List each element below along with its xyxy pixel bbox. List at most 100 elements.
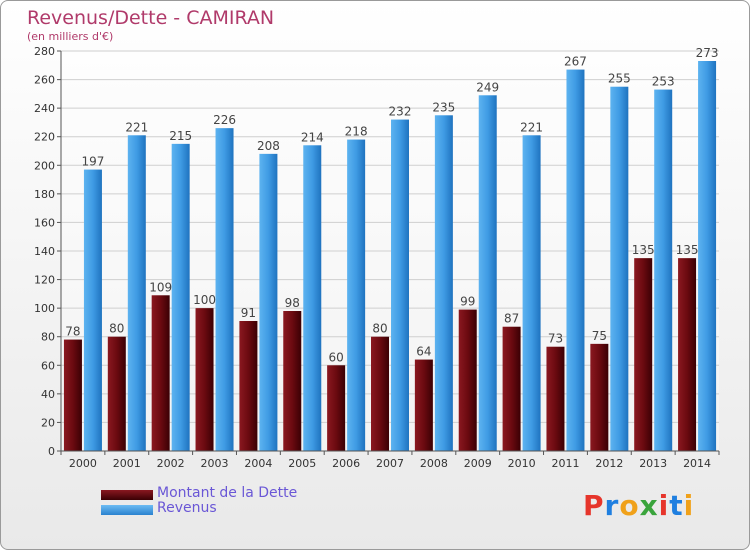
y-tick-label: 60 bbox=[41, 359, 55, 372]
bar-revenue bbox=[391, 119, 409, 452]
bar-debt bbox=[590, 343, 609, 451]
bar-revenue bbox=[522, 135, 541, 452]
bar-debt bbox=[239, 321, 258, 451]
data-label: 255 bbox=[608, 72, 631, 86]
x-tick-label: 2012 bbox=[595, 457, 623, 470]
x-tick-label: 2010 bbox=[508, 457, 536, 470]
x-tick-label: 2001 bbox=[113, 457, 141, 470]
data-label: 221 bbox=[520, 120, 543, 134]
logo-letter: P bbox=[583, 489, 605, 522]
bar-debt bbox=[151, 295, 170, 451]
data-label: 73 bbox=[548, 332, 563, 346]
y-tick-label: 240 bbox=[34, 102, 55, 115]
data-label: 99 bbox=[460, 295, 475, 309]
bar-debt bbox=[283, 311, 302, 451]
x-tick-label: 2002 bbox=[157, 457, 185, 470]
bar-revenue bbox=[215, 128, 234, 451]
y-tick-label: 140 bbox=[34, 245, 55, 258]
chart-title: Revenus/Dette - CAMIRAN bbox=[27, 7, 275, 29]
data-label: 75 bbox=[592, 329, 607, 343]
data-label: 214 bbox=[301, 130, 324, 144]
y-tick-label: 260 bbox=[34, 74, 55, 87]
bar-debt bbox=[327, 365, 346, 451]
x-tick-label: 2004 bbox=[244, 457, 272, 470]
chart-subtitle: (en milliers d'€) bbox=[27, 30, 114, 43]
data-label: 221 bbox=[125, 120, 148, 134]
logo-letter: o bbox=[619, 489, 640, 522]
bar-revenue bbox=[478, 95, 497, 452]
bar-revenue bbox=[698, 61, 717, 451]
x-tick-label: 2006 bbox=[332, 457, 360, 470]
proxiti-logo: Proxiti bbox=[583, 489, 694, 522]
data-label: 87 bbox=[504, 312, 519, 326]
data-label: 218 bbox=[345, 125, 368, 139]
y-tick-label: 280 bbox=[34, 45, 55, 58]
x-tick-label: 2000 bbox=[69, 457, 97, 470]
bar-debt bbox=[502, 326, 521, 451]
bar-revenue bbox=[347, 139, 366, 452]
bar-debt bbox=[546, 346, 565, 451]
data-label: 98 bbox=[285, 296, 300, 310]
data-label: 273 bbox=[696, 46, 719, 60]
y-tick-label: 120 bbox=[34, 274, 55, 287]
x-tick-label: 2008 bbox=[420, 457, 448, 470]
logo-letter: x bbox=[639, 489, 659, 522]
bar-debt bbox=[63, 339, 82, 451]
data-label: 135 bbox=[632, 243, 655, 257]
y-tick-label: 100 bbox=[34, 302, 55, 315]
data-label: 64 bbox=[416, 345, 431, 359]
bar-debt bbox=[371, 336, 389, 451]
bar-debt bbox=[195, 308, 214, 451]
y-tick-label: 220 bbox=[34, 131, 55, 144]
data-label: 235 bbox=[432, 100, 455, 114]
x-tick-label: 2007 bbox=[376, 457, 404, 470]
y-tick-label: 200 bbox=[34, 159, 55, 172]
data-label: 78 bbox=[65, 325, 80, 339]
x-tick-label: 2003 bbox=[201, 457, 229, 470]
bar-debt bbox=[678, 258, 697, 451]
bar-revenue bbox=[127, 135, 146, 452]
y-tick-label: 40 bbox=[41, 388, 55, 401]
legend-label-revenue: Revenus bbox=[157, 500, 217, 516]
legend-label-debt: Montant de la Dette bbox=[157, 485, 298, 501]
legend-swatch-revenue bbox=[101, 505, 153, 515]
logo-letter: r bbox=[604, 489, 620, 522]
logo-letter: t bbox=[669, 489, 684, 522]
data-label: 249 bbox=[476, 80, 499, 94]
bar-revenue bbox=[566, 69, 585, 452]
bar-debt bbox=[458, 309, 477, 451]
data-label: 135 bbox=[676, 243, 699, 257]
data-label: 232 bbox=[389, 105, 412, 119]
y-tick-label: 160 bbox=[34, 216, 55, 229]
y-tick-label: 80 bbox=[41, 331, 55, 344]
data-label: 197 bbox=[81, 155, 104, 169]
x-tick-label: 2009 bbox=[464, 457, 492, 470]
data-label: 226 bbox=[213, 113, 236, 127]
bar-revenue bbox=[171, 143, 190, 451]
x-tick-label: 2005 bbox=[288, 457, 316, 470]
data-label: 80 bbox=[109, 322, 124, 336]
bar-debt bbox=[414, 359, 433, 451]
logo-letter: i bbox=[658, 489, 670, 522]
bar-revenue bbox=[434, 115, 453, 452]
logo-letter: i bbox=[683, 489, 695, 522]
y-tick-label: 20 bbox=[41, 416, 55, 429]
bar-debt bbox=[634, 258, 653, 451]
bar-revenue bbox=[303, 145, 322, 452]
data-label: 60 bbox=[328, 350, 343, 364]
data-label: 253 bbox=[652, 75, 675, 89]
bar-debt bbox=[107, 336, 126, 451]
data-label: 208 bbox=[257, 139, 280, 153]
y-tick-label: 180 bbox=[34, 188, 55, 201]
x-tick-label: 2011 bbox=[551, 457, 579, 470]
legend-swatch-debt bbox=[101, 490, 153, 500]
x-tick-label: 2014 bbox=[683, 457, 711, 470]
data-label: 109 bbox=[149, 280, 172, 294]
bar-revenue bbox=[259, 153, 278, 451]
bar-revenue bbox=[83, 169, 102, 452]
bar-revenue bbox=[610, 86, 629, 451]
data-label: 267 bbox=[564, 55, 587, 69]
data-label: 80 bbox=[372, 322, 387, 336]
